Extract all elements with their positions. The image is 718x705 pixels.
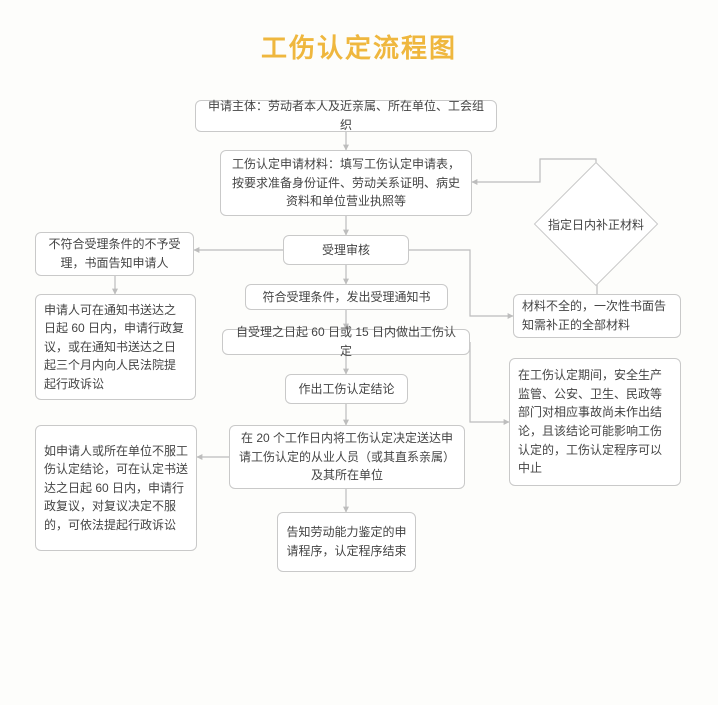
node-n7: 在 20 个工作日内将工伤认定决定送达申请工伤认定的从业人员（或其直系亲属）及其… — [229, 425, 465, 489]
node-n3: 受理审核 — [283, 235, 409, 265]
flowchart-canvas: 工伤认定流程图 申请主体：劳动者本人及近亲属、所在单位、工会组织工伤认定申请材料… — [0, 0, 718, 705]
node-n6: 作出工伤认定结论 — [285, 374, 408, 404]
node-nL2: 申请人可在通知书送达之日起 60 日内，申请行政复议，或在通知书送达之日起三个月… — [35, 294, 196, 400]
node-n2: 工伤认定申请材料：填写工伤认定申请表，按要求准备身份证件、劳动关系证明、病史资料… — [220, 150, 472, 216]
node-n5: 自受理之日起 60 日或 15 日内做出工伤认定 — [222, 329, 470, 355]
node-nR3: 在工伤认定期间，安全生产监管、公安、卫生、民政等部门对相应事故尚未作出结论，且该… — [509, 358, 681, 486]
diamond-d1 — [534, 162, 658, 286]
node-n1: 申请主体：劳动者本人及近亲属、所在单位、工会组织 — [195, 100, 497, 132]
edge-13 — [470, 342, 509, 422]
node-nL1: 不符合受理条件的不予受理，书面告知申请人 — [35, 232, 194, 276]
flowchart-title: 工伤认定流程图 — [0, 28, 718, 65]
node-n8: 告知劳动能力鉴定的申请程序，认定程序结束 — [277, 512, 416, 572]
node-nR2: 材料不全的，一次性书面告知需补正的全部材料 — [513, 294, 681, 338]
node-n4: 符合受理条件，发出受理通知书 — [245, 284, 448, 310]
node-nL3: 如申请人或所在单位不服工伤认定结论，可在认定书送达之日起 60 日内，申请行政复… — [35, 425, 197, 551]
